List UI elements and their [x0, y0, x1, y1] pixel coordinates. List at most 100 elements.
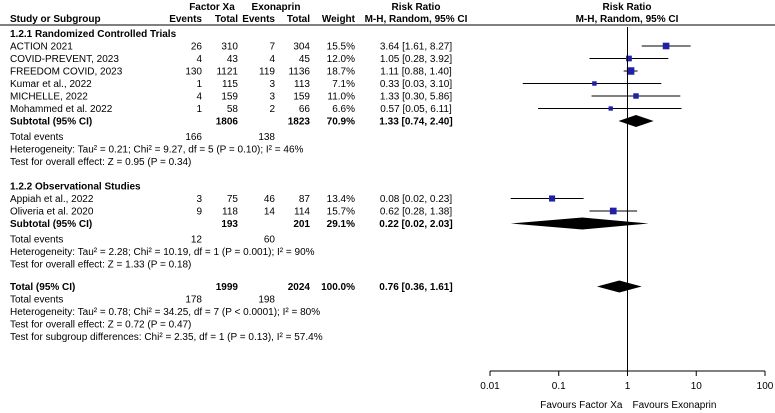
favours-right-label: Favours Exonaprin	[633, 400, 717, 411]
total-events-2: 198	[258, 295, 275, 306]
study-events-1: 4	[196, 92, 202, 103]
study-ci-text: 0.62 [0.28, 1.38]	[380, 207, 453, 218]
study-total-2: 66	[299, 104, 311, 115]
overall-effect-text: Test for overall effect: Z = 0.95 (P = 0…	[10, 157, 191, 168]
subtotal-name: Subtotal (95% CI)	[10, 117, 92, 128]
study-events-2: 7	[269, 42, 275, 53]
study-total-1: 58	[227, 104, 239, 115]
subtotal-ci-text: 1.33 [0.74, 2.40]	[379, 117, 452, 128]
column-header-rr: Risk Ratio	[392, 2, 441, 13]
study-ci-text: 0.33 [0.03, 3.10]	[380, 79, 453, 90]
study-name: COVID-PREVENT, 2023	[10, 54, 119, 65]
subtotal-total-1: 1999	[216, 282, 239, 293]
subgroup-title: 1.2.1 Randomized Controlled Trials	[10, 29, 177, 40]
subtotal-total-1: 193	[221, 219, 238, 230]
subtotal-ci-text: 0.76 [0.36, 1.61]	[379, 282, 452, 293]
total-events-2: 60	[264, 235, 276, 246]
column-header-method: M-H, Random, 95% CI	[365, 14, 468, 25]
subtotal-total-1: 1806	[216, 117, 239, 128]
subtotal-weight: 100.0%	[321, 282, 355, 293]
study-point-estimate	[592, 81, 597, 86]
study-weight: 12.0%	[327, 54, 355, 65]
overall-effect-text: Test for overall effect: Z = 0.72 (P = 0…	[10, 320, 191, 331]
subtotal-weight: 29.1%	[327, 219, 355, 230]
study-total-1: 310	[221, 42, 238, 53]
study-weight: 18.7%	[327, 67, 355, 78]
study-total-2: 113	[294, 79, 310, 90]
x-axis-tick-label: 100	[757, 381, 774, 392]
heterogeneity-text: Heterogeneity: Tau² = 2.28; Chi² = 10.19…	[10, 247, 315, 258]
study-events-2: 3	[269, 92, 275, 103]
study-point-estimate	[626, 55, 632, 62]
subtotal-diamond	[596, 280, 642, 293]
study-total-2: 114	[294, 207, 310, 218]
subtotal-ci-text: 0.22 [0.02, 2.03]	[379, 219, 452, 230]
column-header-events-2: Events	[242, 14, 275, 25]
study-total-1: 1121	[216, 67, 238, 78]
study-events-1: 1	[196, 79, 202, 90]
subgroup-differences-text: Test for subgroup differences: Chi² = 2.…	[10, 332, 323, 343]
study-events-1: 9	[196, 207, 202, 218]
column-header-weight: Weight	[322, 14, 356, 25]
x-axis-tick-label: 0.1	[552, 381, 566, 392]
total-events-label: Total events	[10, 235, 63, 246]
study-events-2: 119	[259, 67, 275, 78]
study-weight: 11.0%	[327, 92, 355, 103]
x-axis-tick-label: 0.01	[480, 381, 500, 392]
study-total-2: 159	[293, 92, 310, 103]
study-total-1: 115	[222, 79, 238, 90]
study-ci-text: 1.33 [0.30, 5.86]	[380, 92, 453, 103]
total-events-label: Total events	[10, 295, 63, 306]
column-header-total-2: Total	[287, 14, 310, 25]
study-total-2: 87	[299, 194, 311, 205]
study-name: FREEDOM COVID, 2023	[10, 67, 123, 78]
subtotal-total-2: 2024	[288, 282, 311, 293]
group2-name: Exonaprin	[252, 2, 301, 13]
study-ci-text: 1.11 [0.88, 1.40]	[380, 67, 452, 78]
total-events-label: Total events	[10, 132, 63, 143]
study-name: Oliveria et al. 2020	[10, 207, 94, 218]
study-weight: 6.6%	[332, 104, 355, 115]
study-point-estimate	[633, 93, 639, 99]
subtotal-total-2: 201	[293, 219, 310, 230]
x-axis-tick-label: 1	[625, 381, 631, 392]
study-total-2: 1136	[288, 67, 310, 78]
study-events-1: 1	[196, 104, 202, 115]
total-events-1: 178	[185, 295, 202, 306]
study-events-1: 130	[185, 67, 202, 78]
column-header-total-1: Total	[215, 14, 238, 25]
heterogeneity-text: Heterogeneity: Tau² = 0.21; Chi² = 9.27,…	[10, 145, 304, 156]
study-weight: 13.4%	[327, 194, 355, 205]
total-events-1: 12	[191, 235, 203, 246]
total-events-2: 138	[258, 132, 275, 143]
study-name: ACTION 2021	[10, 42, 73, 53]
overall-effect-text: Test for overall effect: Z = 1.33 (P = 0…	[10, 260, 191, 271]
subtotal-weight: 70.9%	[327, 117, 355, 128]
study-ci-text: 0.08 [0.02, 0.23]	[380, 194, 453, 205]
study-events-2: 3	[269, 79, 275, 90]
study-events-2: 4	[269, 54, 275, 65]
subtotal-diamond	[510, 217, 649, 230]
x-axis-tick-label: 10	[691, 381, 703, 392]
subtotal-name: Total (95% CI)	[10, 282, 75, 293]
study-weight: 7.1%	[332, 79, 355, 90]
study-events-2: 2	[269, 104, 275, 115]
study-ci-text: 0.57 [0.05, 6.11]	[380, 104, 452, 115]
subgroup-title: 1.2.2 Observational Studies	[10, 182, 141, 193]
forest-graph: 0.01 0.1 1 10 100 Favours Factor Xa Favours Ex…	[480, 27, 774, 411]
group1-name: Factor Xa	[189, 2, 235, 13]
study-total-1: 43	[227, 54, 239, 65]
study-events-1: 3	[196, 194, 202, 205]
study-total-2: 45	[299, 54, 311, 65]
subtotal-total-2: 1823	[288, 117, 311, 128]
study-weight: 15.7%	[327, 207, 355, 218]
plot-header-method: M-H, Random, 95% CI	[576, 14, 679, 25]
study-total-1: 118	[222, 207, 238, 218]
plot-header-title: Risk Ratio	[603, 2, 652, 13]
study-point-estimate	[626, 67, 635, 75]
study-name: MICHELLE, 2022	[10, 92, 88, 103]
study-weight: 15.5%	[327, 42, 355, 53]
study-point-estimate	[549, 195, 556, 202]
study-events-2: 14	[264, 207, 276, 218]
study-name: Mohammed et al. 2022	[10, 104, 113, 115]
